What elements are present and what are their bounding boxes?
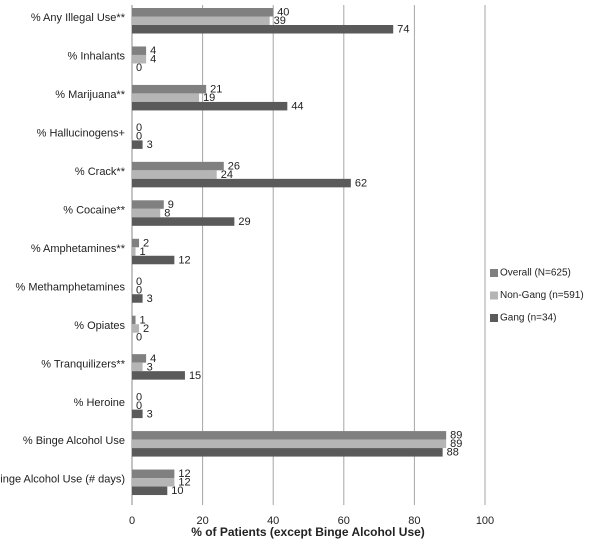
bar [132, 247, 136, 256]
bar [132, 46, 147, 55]
value-label: 9 [168, 199, 174, 211]
bar [132, 208, 161, 218]
bar [132, 25, 394, 34]
value-label: 12 [178, 468, 190, 480]
value-label: 2 [143, 323, 149, 335]
value-label: 26 [228, 161, 240, 173]
bar [132, 8, 274, 17]
value-label: 74 [397, 24, 409, 36]
legend-swatch [490, 269, 498, 277]
value-label: 10 [171, 485, 183, 497]
y-tick-label: % Heroine [74, 397, 125, 409]
value-label: 62 [355, 178, 367, 190]
y-tick-label: % Binge Alcohol Use [23, 435, 125, 447]
y-tick-label: % Any Illegal Use** [31, 12, 126, 24]
value-label: 15 [189, 370, 201, 382]
bar [132, 294, 143, 303]
bar [132, 217, 235, 226]
value-label: 1 [140, 314, 146, 326]
value-label: 24 [221, 169, 233, 181]
value-label: 3 [147, 361, 153, 373]
value-label: 4 [150, 54, 156, 66]
value-label: 0 [136, 62, 142, 74]
y-tick-label: % Inhalants [68, 51, 126, 63]
bar [132, 324, 140, 333]
legend-label: Non-Gang (n=591) [500, 290, 584, 301]
value-label: 4 [150, 45, 156, 57]
value-label: 29 [238, 216, 250, 228]
bar [132, 409, 143, 419]
legend-label: Gang (n=34) [500, 313, 556, 324]
value-label: 0 [136, 131, 142, 143]
y-tick-label: % Methamphetamines [16, 281, 126, 293]
bar [132, 200, 164, 209]
value-label: 3 [147, 293, 153, 305]
value-label: 0 [136, 276, 142, 288]
value-label: 12 [178, 254, 190, 266]
value-label: 88 [447, 447, 459, 459]
value-label: 44 [291, 101, 303, 113]
value-label: 2 [143, 237, 149, 249]
bar [132, 93, 200, 102]
x-tick-label: 40 [267, 515, 279, 527]
bar [132, 161, 224, 171]
x-axis-title: % of Patients (except Binge Alcohol Use) [191, 525, 425, 539]
value-label: 19 [203, 92, 215, 104]
value-label: 3 [147, 408, 153, 420]
x-tick-label: 0 [129, 515, 135, 527]
bar [132, 238, 140, 248]
x-tick-label: 80 [408, 515, 420, 527]
bar [132, 84, 207, 94]
value-label: 39 [274, 15, 286, 27]
y-tick-label: % Crack** [75, 166, 126, 178]
value-label: 0 [136, 284, 142, 296]
bar [132, 439, 447, 449]
bar [132, 431, 447, 440]
value-label: 0 [136, 122, 142, 134]
value-label: 40 [277, 7, 289, 19]
bar [132, 469, 175, 479]
bar [132, 255, 175, 265]
bar [132, 140, 143, 149]
y-tick-label: % Amphetamines** [31, 243, 126, 255]
bar [132, 486, 168, 496]
legend-swatch [490, 291, 498, 300]
bar [132, 362, 143, 372]
value-label: 0 [136, 391, 142, 403]
value-label: 12 [178, 477, 190, 489]
y-tick-label: % Opiates [74, 320, 125, 332]
bar [132, 448, 443, 457]
bar [132, 16, 270, 25]
y-tick-label: % Marijuana** [55, 89, 125, 101]
x-tick-label: 20 [196, 515, 208, 527]
x-tick-label: 100 [476, 515, 494, 527]
value-label: 0 [136, 331, 142, 343]
y-tick-label: % Hallucinogens+ [37, 128, 125, 140]
bar [132, 54, 147, 64]
bar [132, 170, 217, 179]
value-label: 21 [210, 84, 222, 96]
y-tick-label: % Tranquilizers** [41, 358, 125, 370]
value-label: 1 [140, 246, 146, 258]
bar [132, 101, 288, 111]
y-tick-label: % Cocaine** [63, 204, 125, 216]
x-tick-label: 60 [338, 515, 350, 527]
bar [132, 178, 351, 188]
bar [132, 478, 175, 487]
value-label: 3 [147, 139, 153, 151]
value-label: 4 [150, 353, 156, 365]
value-label: 89 [450, 438, 462, 450]
value-label: 89 [450, 430, 462, 442]
bar [132, 354, 147, 363]
bar [132, 371, 185, 380]
value-label: 8 [164, 207, 170, 219]
legend-swatch [490, 314, 498, 322]
legend-label: Overall (N=625) [500, 268, 571, 279]
value-label: 0 [136, 400, 142, 412]
bar [132, 315, 136, 325]
y-tick-label: Binge Alcohol Use (# days) [0, 474, 125, 486]
